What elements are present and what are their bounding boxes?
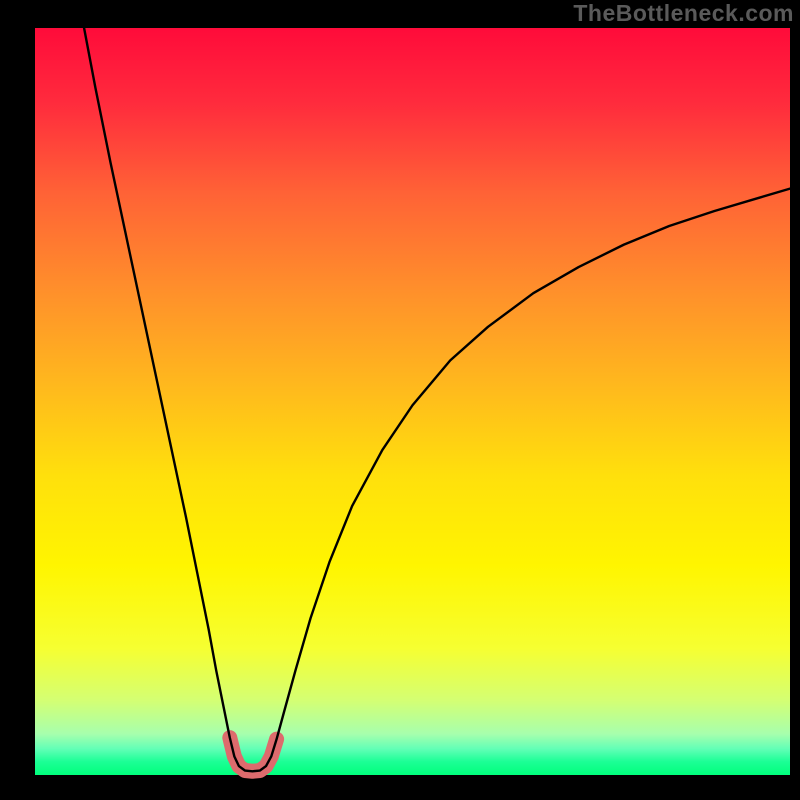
chart-stage: TheBottleneck.com bbox=[0, 0, 800, 800]
attribution-watermark: TheBottleneck.com bbox=[573, 0, 794, 27]
gradient-background bbox=[35, 28, 790, 775]
bottleneck-chart bbox=[0, 0, 800, 800]
